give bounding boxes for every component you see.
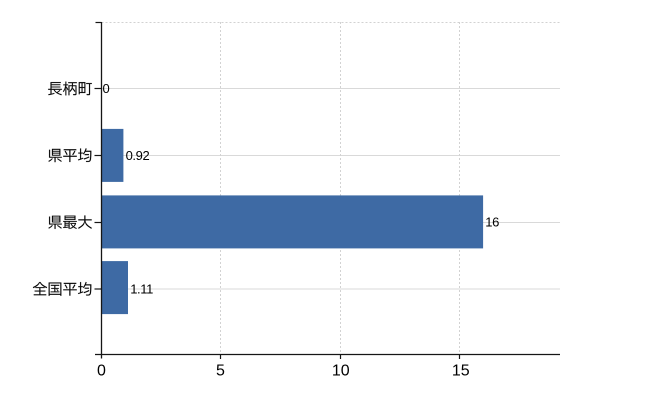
svg-text:15: 15 <box>452 363 470 380</box>
svg-text:5: 5 <box>216 363 225 380</box>
svg-text:0: 0 <box>103 81 110 96</box>
svg-text:1.11: 1.11 <box>130 282 153 297</box>
svg-text:16: 16 <box>485 215 499 230</box>
svg-text:10: 10 <box>332 363 350 380</box>
svg-text:0.92: 0.92 <box>126 148 150 163</box>
svg-text:0: 0 <box>97 363 106 380</box>
